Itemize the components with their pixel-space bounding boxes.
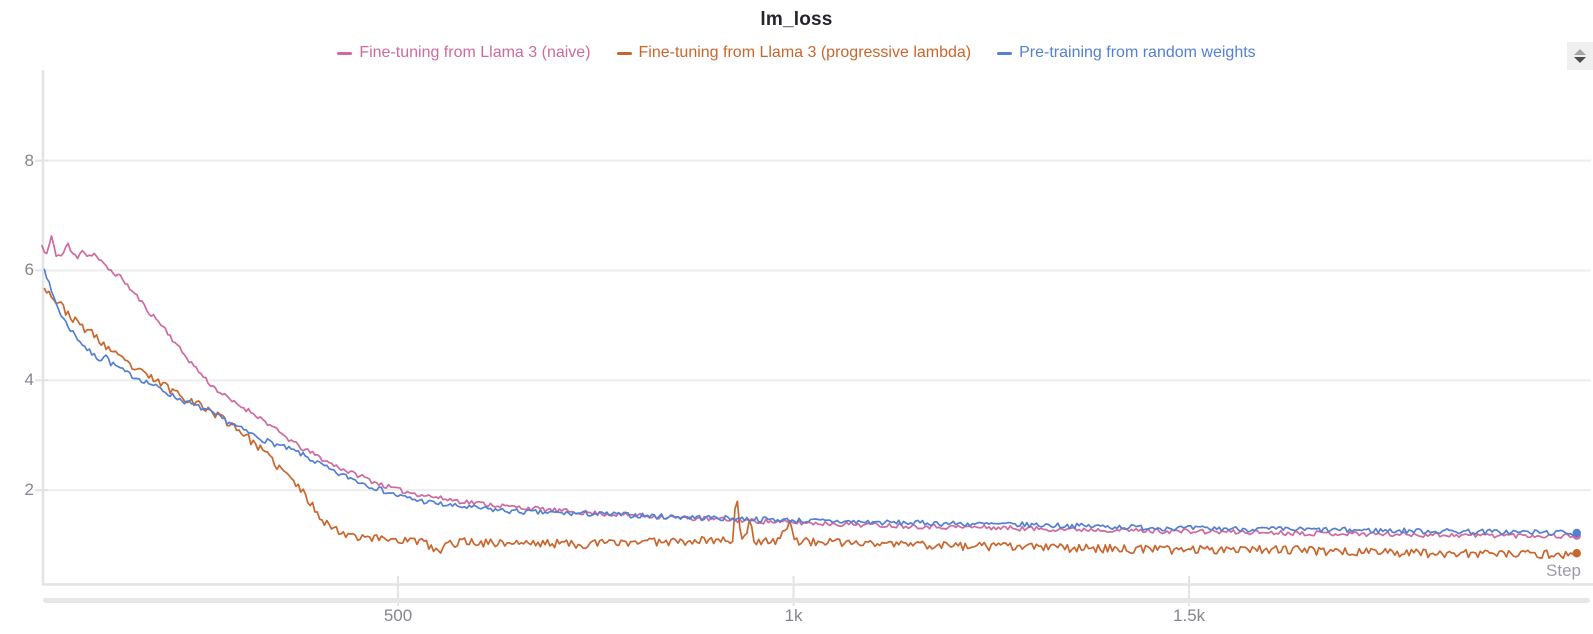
legend-label: Fine-tuning from Llama 3 (progressive la… bbox=[638, 44, 972, 61]
legend-dash-icon bbox=[616, 51, 632, 55]
x-tick-label: 1.5k bbox=[1173, 606, 1206, 625]
stepper-up-icon[interactable] bbox=[1574, 49, 1586, 55]
x-tick-label: 500 bbox=[383, 606, 413, 625]
series-line[interactable] bbox=[41, 235, 1577, 539]
legend-dash-icon bbox=[337, 51, 353, 55]
series-end-dot[interactable] bbox=[1572, 549, 1581, 558]
y-tick-label: 4 bbox=[24, 370, 34, 390]
series-line[interactable] bbox=[43, 268, 1577, 537]
stepper-down-icon[interactable] bbox=[1574, 57, 1586, 63]
x-axis-title: Step bbox=[1546, 561, 1581, 580]
legend: Fine-tuning from Llama 3 (naive) Fine-tun… bbox=[0, 44, 1593, 62]
panel-stepper[interactable] bbox=[1567, 42, 1593, 70]
legend-item-1[interactable]: Fine-tuning from Llama 3 (progressive la… bbox=[616, 44, 972, 62]
x-tick-label: 1k bbox=[784, 606, 803, 625]
y-tick-label: 6 bbox=[24, 260, 34, 280]
chart-title: lm_loss bbox=[760, 9, 833, 30]
series-line[interactable] bbox=[43, 287, 1577, 560]
y-tick-label: 8 bbox=[24, 150, 34, 170]
legend-item-0[interactable]: Fine-tuning from Llama 3 (naive) bbox=[337, 44, 591, 62]
series-end-dot[interactable] bbox=[1572, 528, 1581, 538]
legend-item-2[interactable]: Pre-training from random weights bbox=[997, 44, 1256, 62]
y-tick-label: 2 bbox=[24, 480, 34, 500]
legend-label: Pre-training from random weights bbox=[1019, 44, 1256, 61]
legend-label: Fine-tuning from Llama 3 (naive) bbox=[359, 44, 591, 61]
x-range-scrollbar[interactable] bbox=[43, 598, 1590, 603]
legend-dash-icon bbox=[997, 51, 1013, 55]
